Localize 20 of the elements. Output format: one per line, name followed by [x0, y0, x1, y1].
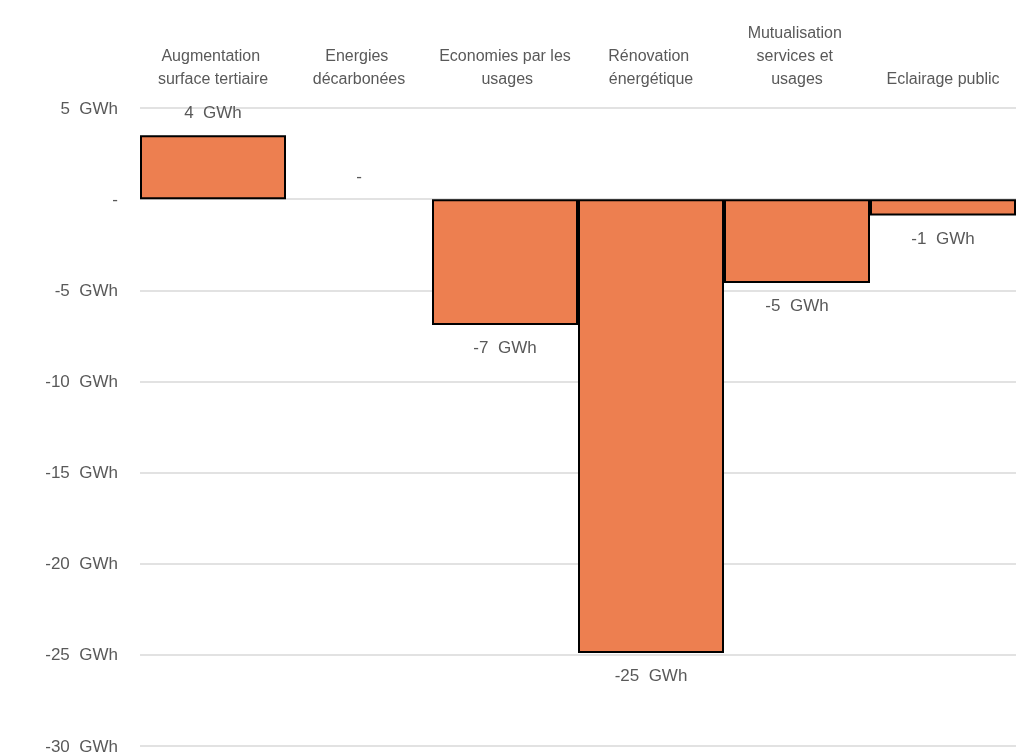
x-tick-label: Energies décarbonées	[312, 47, 406, 87]
y-tick-label: -15 GWh	[45, 463, 118, 483]
y-tick-label: 5 GWh	[60, 98, 118, 118]
y-tick-label: -10 GWh	[45, 371, 118, 391]
x-tick-label: Eclairage public	[886, 70, 1000, 87]
data-label: -7 GWh	[473, 337, 537, 357]
y-tick-label: -25 GWh	[45, 645, 118, 665]
x-tick-label: Rénovation énergétique	[608, 47, 694, 87]
y-tick-label: -	[112, 189, 118, 209]
data-label: -	[356, 167, 362, 187]
y-tick-label: -5 GWh	[54, 280, 118, 300]
data-label: 4 GWh	[184, 103, 242, 123]
data-label: -1 GWh	[911, 228, 975, 248]
x-tick-label: Mutualisation services et usages	[747, 24, 847, 87]
y-tick-label: -30 GWh	[45, 736, 118, 756]
y-tick-label: -20 GWh	[45, 554, 118, 574]
x-tick-label: Economies par les usages	[439, 47, 571, 87]
data-label: -5 GWh	[765, 295, 829, 315]
data-label: -25 GWh	[614, 666, 688, 686]
x-tick-label: Augmentation surface tertiaire	[157, 47, 269, 87]
